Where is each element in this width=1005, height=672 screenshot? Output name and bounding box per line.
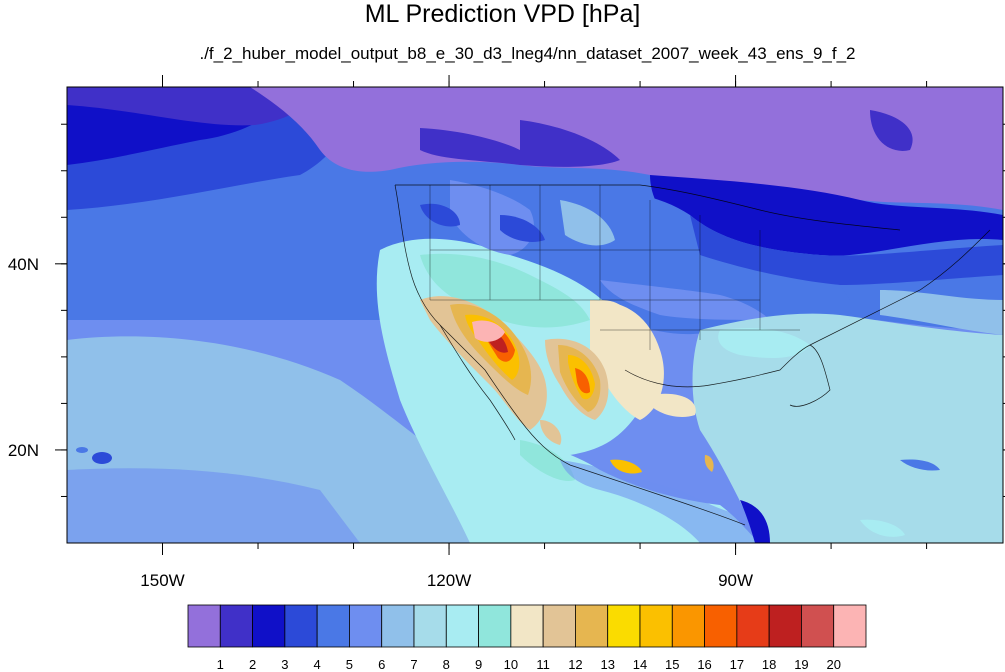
axis-ticks [55, 75, 1005, 555]
colorbar-swatch [413, 604, 447, 648]
colorbar-label: 13 [600, 657, 614, 672]
colorbar-swatch [542, 604, 576, 648]
axis-tick-labels: 150W 120W 90W 40N 20N [8, 255, 753, 590]
colorbar-label: 17 [730, 657, 744, 672]
chart-title: ML Prediction VPD [hPa] [364, 0, 641, 28]
colorbar-swatch [639, 604, 673, 648]
lat-tick-label: 20N [8, 441, 39, 460]
colorbar-label: 5 [346, 657, 353, 672]
state-borders [429, 185, 800, 350]
colorbar-swatch [768, 604, 802, 648]
lon-tick-label: 150W [140, 571, 184, 590]
colorbar-swatch [833, 604, 867, 648]
chart-subtitle: ./f_2_huber_model_output_b8_e_30_d3_lneg… [199, 44, 856, 63]
colorbar-swatch [252, 604, 286, 648]
colorbar-label: 12 [568, 657, 582, 672]
colorbar-swatch [349, 604, 383, 648]
colorbar-label: 4 [314, 657, 321, 672]
colorbar-swatch [671, 604, 705, 648]
colorbar-swatch [607, 604, 641, 648]
lon-tick-label: 90W [718, 571, 753, 590]
colorbar-swatch [510, 604, 544, 648]
colorbar-label: 8 [443, 657, 450, 672]
lon-tick-label: 120W [427, 571, 471, 590]
colorbar-label: 20 [826, 657, 840, 672]
colorbar-label: 6 [378, 657, 385, 672]
colorbar-swatch [187, 604, 221, 648]
colorbar-swatch [704, 604, 738, 648]
colorbar-swatch [445, 604, 479, 648]
colorbar-label: 10 [504, 657, 518, 672]
map-frame [66, 86, 1004, 544]
colorbar: 1 2 3 4 5 6 7 8 9 10 11 12 13 14 15 16 17 18 19 20 [187, 604, 867, 672]
colorbar-swatch [575, 604, 609, 648]
colorbar-swatch [381, 604, 415, 648]
colorbar-swatch [219, 604, 253, 648]
colorbar-label: 18 [762, 657, 776, 672]
colorbar-label: 1 [217, 657, 224, 672]
colorbar-label: 3 [281, 657, 288, 672]
colorbar-swatch [316, 604, 350, 648]
colorbar-label: 15 [665, 657, 679, 672]
colorbar-label: 11 [536, 657, 550, 672]
colorbar-label: 14 [633, 657, 647, 672]
vpd-field [67, 87, 1003, 543]
lat-tick-label: 40N [8, 255, 39, 274]
colorbar-label: 9 [475, 657, 482, 672]
colorbar-label: 19 [794, 657, 808, 672]
colorbar-swatch [736, 604, 770, 648]
colorbar-swatch [478, 604, 512, 648]
colorbar-label: 16 [697, 657, 711, 672]
colorbar-swatch [284, 604, 318, 648]
colorbar-swatch [801, 604, 835, 648]
colorbar-label: 7 [410, 657, 417, 672]
colorbar-label: 2 [249, 657, 256, 672]
coastlines [394, 184, 991, 526]
